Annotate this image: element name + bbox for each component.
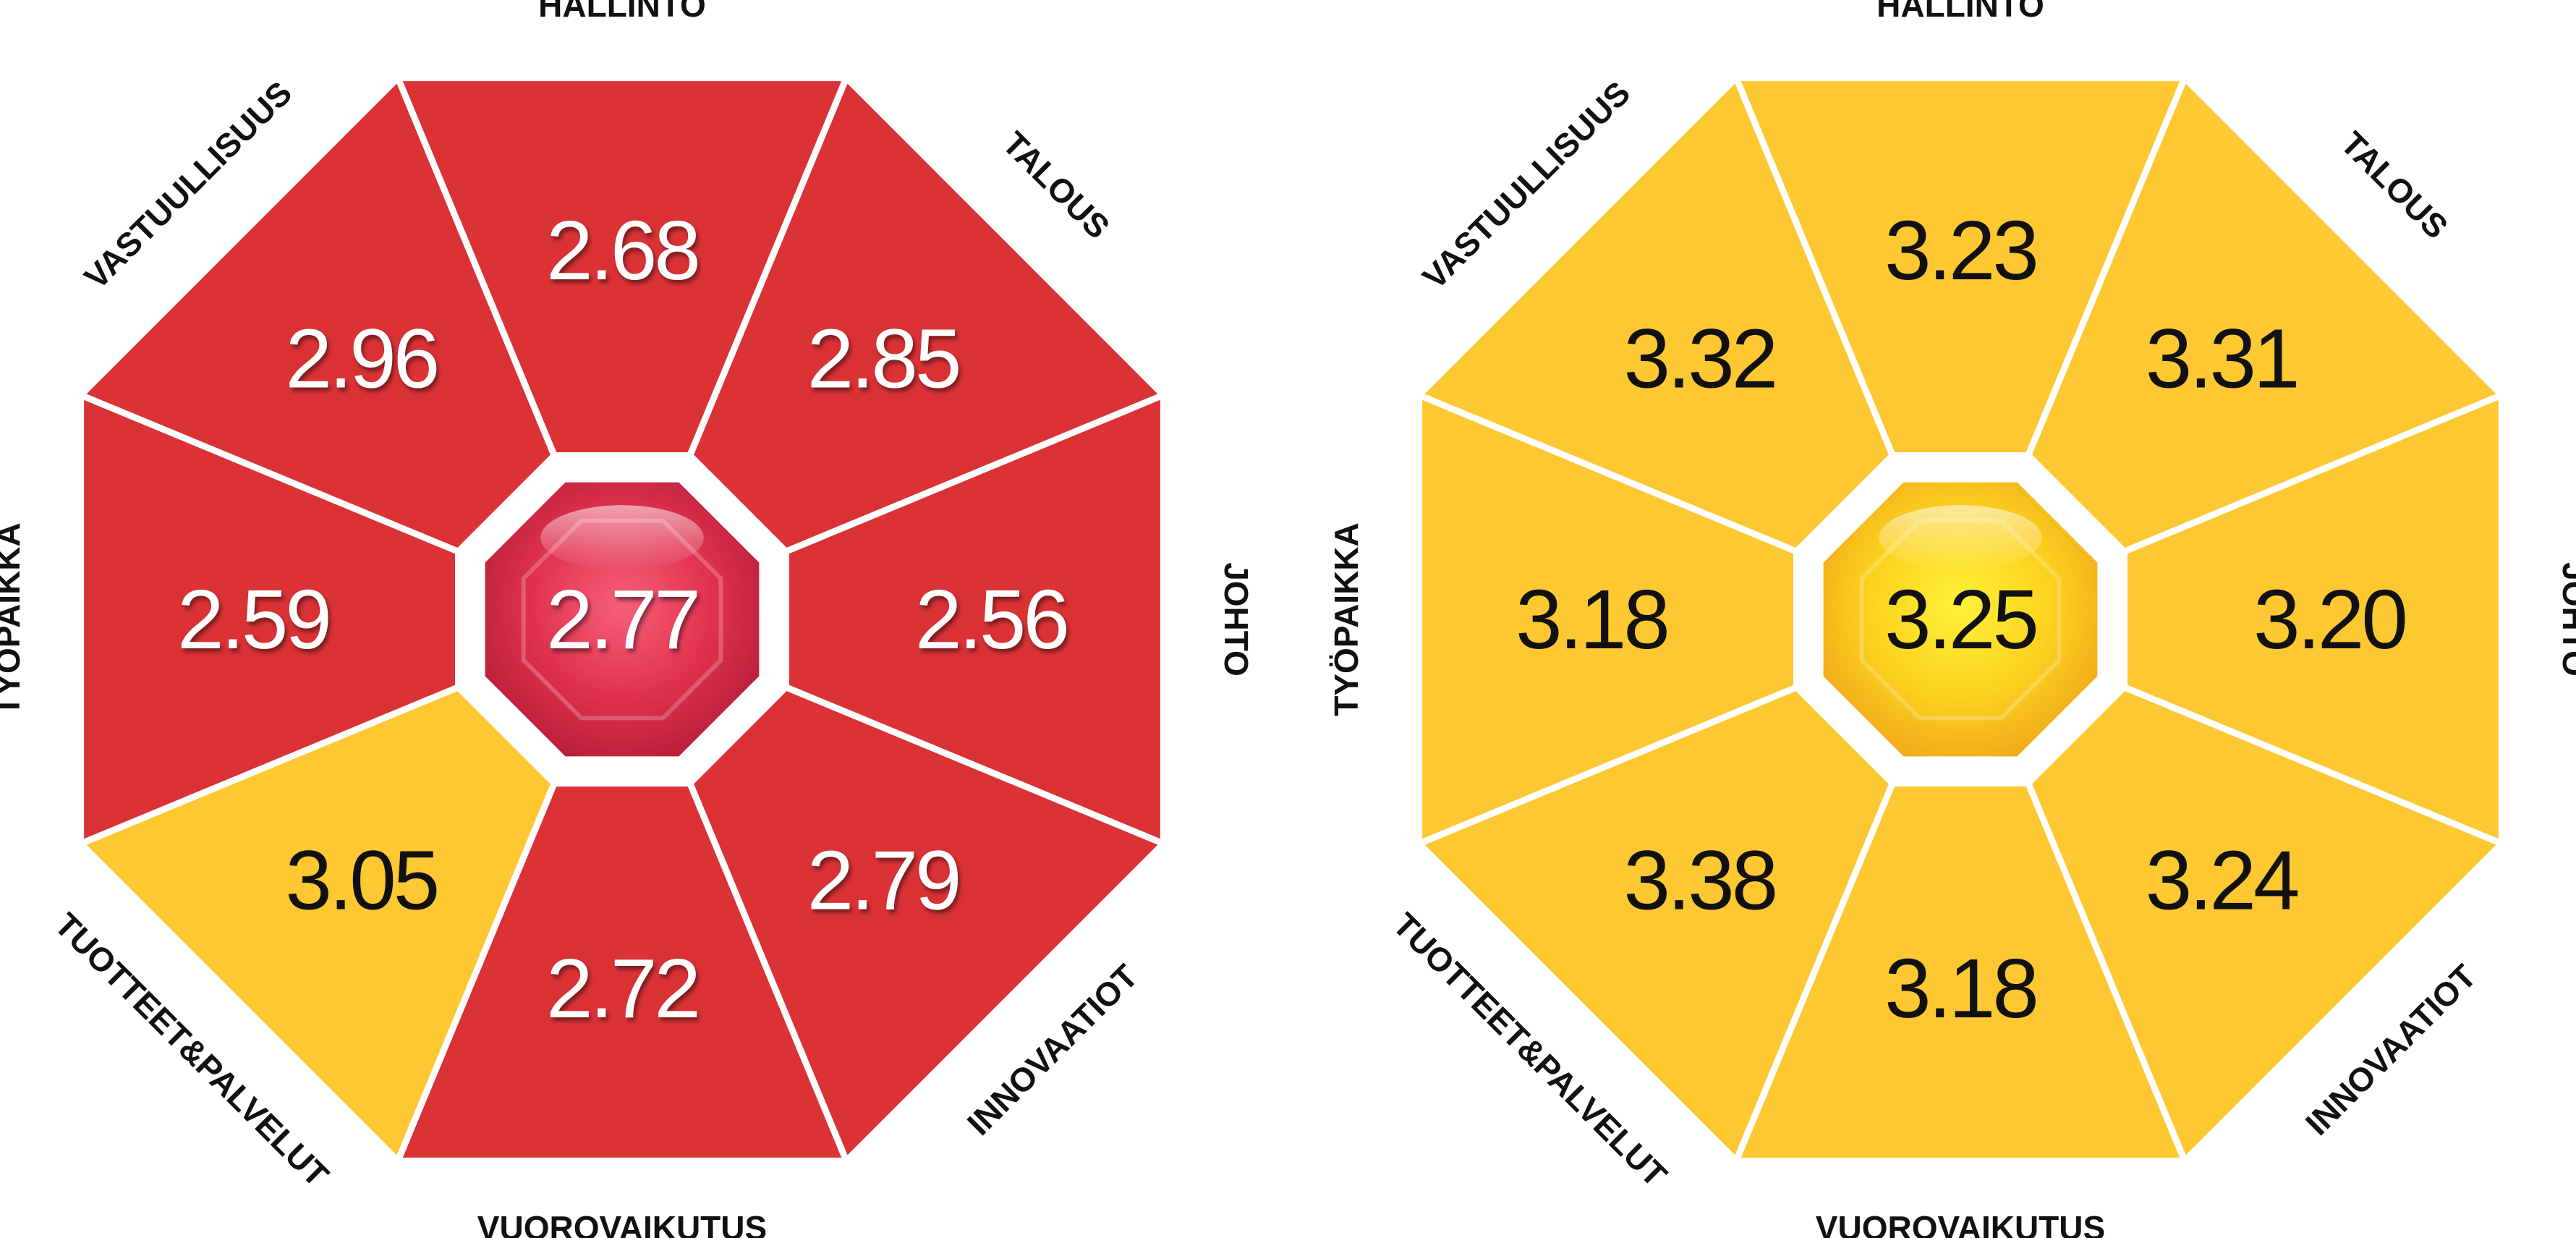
center-score: 3.25 <box>1884 572 2036 666</box>
center-score: 2.77 <box>546 572 698 666</box>
dimension-label: TYÖPAIKKA <box>0 522 27 716</box>
gem-gloss <box>1879 505 2042 571</box>
segment-score: 3.24 <box>2146 834 2298 928</box>
dimension-label: VUOROVAIKUTUS <box>477 1209 767 1238</box>
dimension-label: HALLINTO <box>1876 0 2044 24</box>
segment-score: 3.20 <box>2253 572 2405 666</box>
dimension-label: VUOROVAIKUTUS <box>1816 1209 2105 1238</box>
segment-score: 2.68 <box>546 203 698 297</box>
segment-score: 3.38 <box>1623 834 1775 928</box>
dimension-label: TALOUS <box>995 124 1117 246</box>
segment-score: 3.23 <box>1884 203 2036 297</box>
dimension-label: TALOUS <box>2334 124 2455 246</box>
segment-score: 3.31 <box>2146 311 2297 405</box>
segment-score: 2.85 <box>807 311 959 405</box>
segment-score: 3.32 <box>1623 311 1775 405</box>
dimension-label: JOHTO <box>2556 562 2576 677</box>
segment-score: 3.18 <box>1516 572 1667 666</box>
segment-score: 3.18 <box>1884 941 2036 1035</box>
dimension-label: HALLINTO <box>538 0 706 24</box>
segment-score: 2.79 <box>807 834 959 928</box>
gem-gloss <box>540 505 704 571</box>
dimension-label: TYÖPAIKKA <box>1327 522 1365 716</box>
segment-vastuullisuus <box>75 72 629 626</box>
dimension-label: JOHTO <box>1217 562 1255 677</box>
segment-score: 2.59 <box>177 572 329 666</box>
segment-vastuullisuus <box>1413 72 1967 626</box>
segment-score: 2.72 <box>546 941 698 1035</box>
segment-score: 3.05 <box>285 834 437 928</box>
segment-score: 2.96 <box>285 311 437 405</box>
segment-score: 2.56 <box>915 572 1067 666</box>
